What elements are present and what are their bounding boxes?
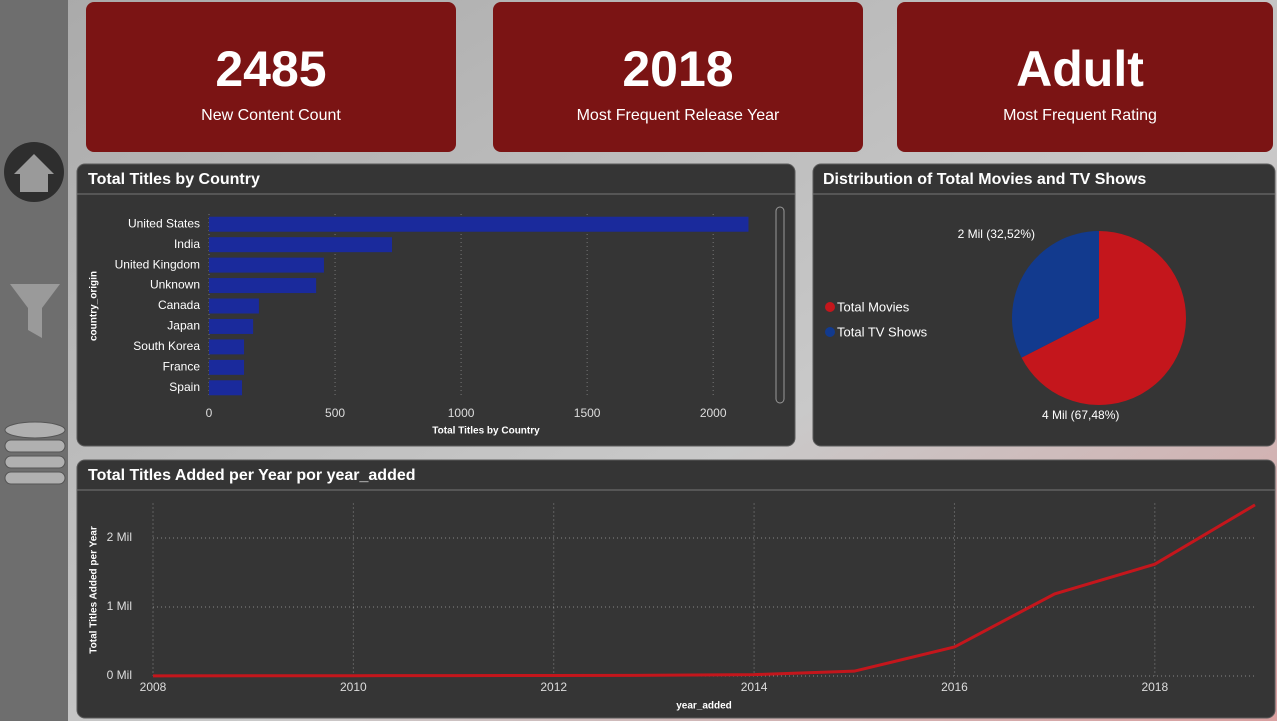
x-tick-label: 2012	[540, 680, 567, 694]
card-value: 2485	[215, 41, 326, 97]
card-label: Most Frequent Release Year	[577, 107, 780, 124]
x-tick-label: 0	[206, 406, 213, 420]
card-value: Adult	[1016, 41, 1144, 97]
chart-title: Distribution of Total Movies and TV Show…	[823, 171, 1146, 188]
bar	[209, 359, 245, 375]
bar	[209, 257, 324, 273]
y-tick-label: South Korea	[133, 339, 200, 353]
x-tick-label: 1000	[448, 406, 475, 420]
y-tick-label: India	[174, 237, 200, 251]
home-icon[interactable]	[4, 142, 64, 202]
y-axis-label: Total Titles Added per Year	[89, 526, 100, 654]
legend-marker	[825, 327, 835, 337]
line	[152, 503, 1256, 678]
pie-slice	[1011, 231, 1099, 358]
y-axis-label: country_origin	[89, 271, 100, 341]
y-tick-label: 0 Mil	[107, 668, 132, 682]
panels	[76, 163, 1276, 719]
x-tick-label: 2018	[1141, 680, 1168, 694]
y-tick-label: Unknown	[150, 278, 200, 292]
bar	[209, 216, 749, 232]
x-tick-label: 2008	[140, 680, 167, 694]
x-tick-label: 2010	[340, 680, 367, 694]
bar	[209, 380, 243, 396]
panel-dividers	[77, 193, 1275, 491]
legend-marker	[825, 302, 835, 312]
bar	[209, 339, 245, 355]
data-label: 2 Mil (32,52%)	[958, 227, 1035, 241]
database-icon[interactable]	[4, 421, 66, 485]
card-label: New Content Count	[201, 107, 341, 124]
chart-title: Total Titles by Country	[88, 171, 260, 188]
data-label: 4 Mil (67,48%)	[1042, 408, 1119, 422]
x-axis-label: Total Titles by Country	[432, 426, 540, 437]
filter-icon[interactable]	[10, 284, 60, 338]
scrollbar[interactable]	[775, 206, 785, 404]
x-tick-label: 2014	[741, 680, 768, 694]
pie-slice	[1021, 231, 1186, 405]
y-tick-label: France	[163, 360, 201, 374]
x-tick-label: 2000	[700, 406, 727, 420]
y-tick-label: 2 Mil	[107, 530, 132, 544]
card-backgrounds	[86, 2, 1273, 152]
bar	[209, 237, 393, 253]
y-tick-label: United States	[128, 216, 200, 230]
bar	[209, 318, 254, 334]
x-axis-label: year_added	[676, 701, 732, 712]
x-tick-label: 500	[325, 406, 345, 420]
chart-title: Total Titles Added per Year por year_add…	[88, 467, 416, 484]
legend-label: Total TV Shows	[837, 324, 928, 339]
legend-label: Total Movies	[837, 299, 910, 314]
y-tick-label: Japan	[167, 319, 200, 333]
y-tick-label: United Kingdom	[115, 257, 200, 271]
bar	[209, 298, 259, 314]
x-tick-label: 1500	[574, 406, 601, 420]
x-tick-label: 2016	[941, 680, 968, 694]
sidebar	[0, 0, 68, 721]
bar	[209, 278, 317, 294]
y-tick-label: 1 Mil	[107, 599, 132, 613]
card-label: Most Frequent Rating	[1003, 107, 1157, 124]
y-tick-label: Spain	[169, 380, 200, 394]
y-tick-label: Canada	[158, 298, 200, 312]
card-value: 2018	[622, 41, 733, 97]
